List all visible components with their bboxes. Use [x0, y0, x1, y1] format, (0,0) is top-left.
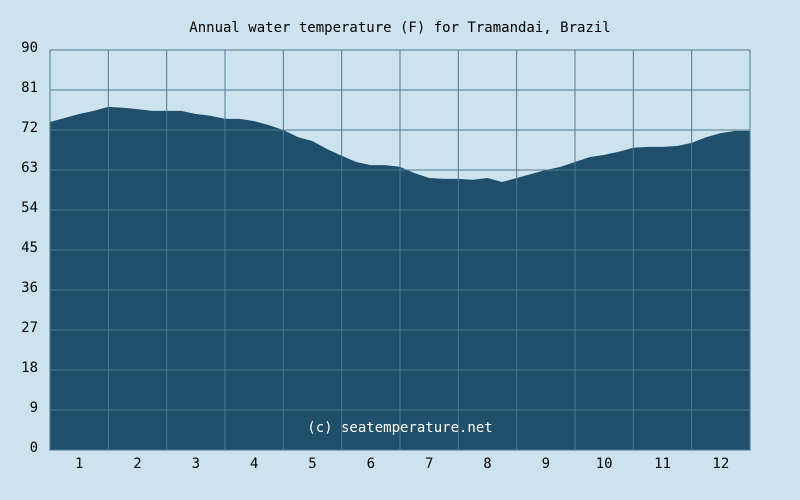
- x-tick-label: 8: [483, 456, 491, 472]
- x-tick-label: 6: [367, 456, 375, 472]
- y-tick-label: 54: [21, 200, 38, 216]
- x-tick-label: 7: [425, 456, 433, 472]
- y-tick-label: 45: [21, 240, 38, 256]
- y-tick-label: 9: [30, 400, 38, 416]
- x-tick-label: 11: [654, 456, 671, 472]
- y-tick-label: 27: [21, 320, 38, 336]
- x-tick-label: 1: [75, 456, 83, 472]
- y-tick-label: 72: [21, 120, 38, 136]
- y-tick-label: 18: [21, 360, 38, 376]
- x-tick-label: 5: [308, 456, 316, 472]
- x-tick-label: 9: [542, 456, 550, 472]
- x-tick-label: 10: [596, 456, 613, 472]
- x-tick-label: 3: [192, 456, 200, 472]
- x-tick-label: 4: [250, 456, 258, 472]
- y-tick-label: 0: [30, 440, 38, 456]
- y-tick-label: 90: [21, 40, 38, 56]
- x-tick-label: 2: [133, 456, 141, 472]
- y-tick-label: 36: [21, 280, 38, 296]
- y-tick-label: 81: [21, 80, 38, 96]
- annotation: (c) seatemperature.net: [307, 420, 492, 436]
- x-tick-label: 12: [712, 456, 729, 472]
- chart-title: Annual water temperature (F) for Tramand…: [189, 20, 610, 36]
- y-tick-label: 63: [21, 160, 38, 176]
